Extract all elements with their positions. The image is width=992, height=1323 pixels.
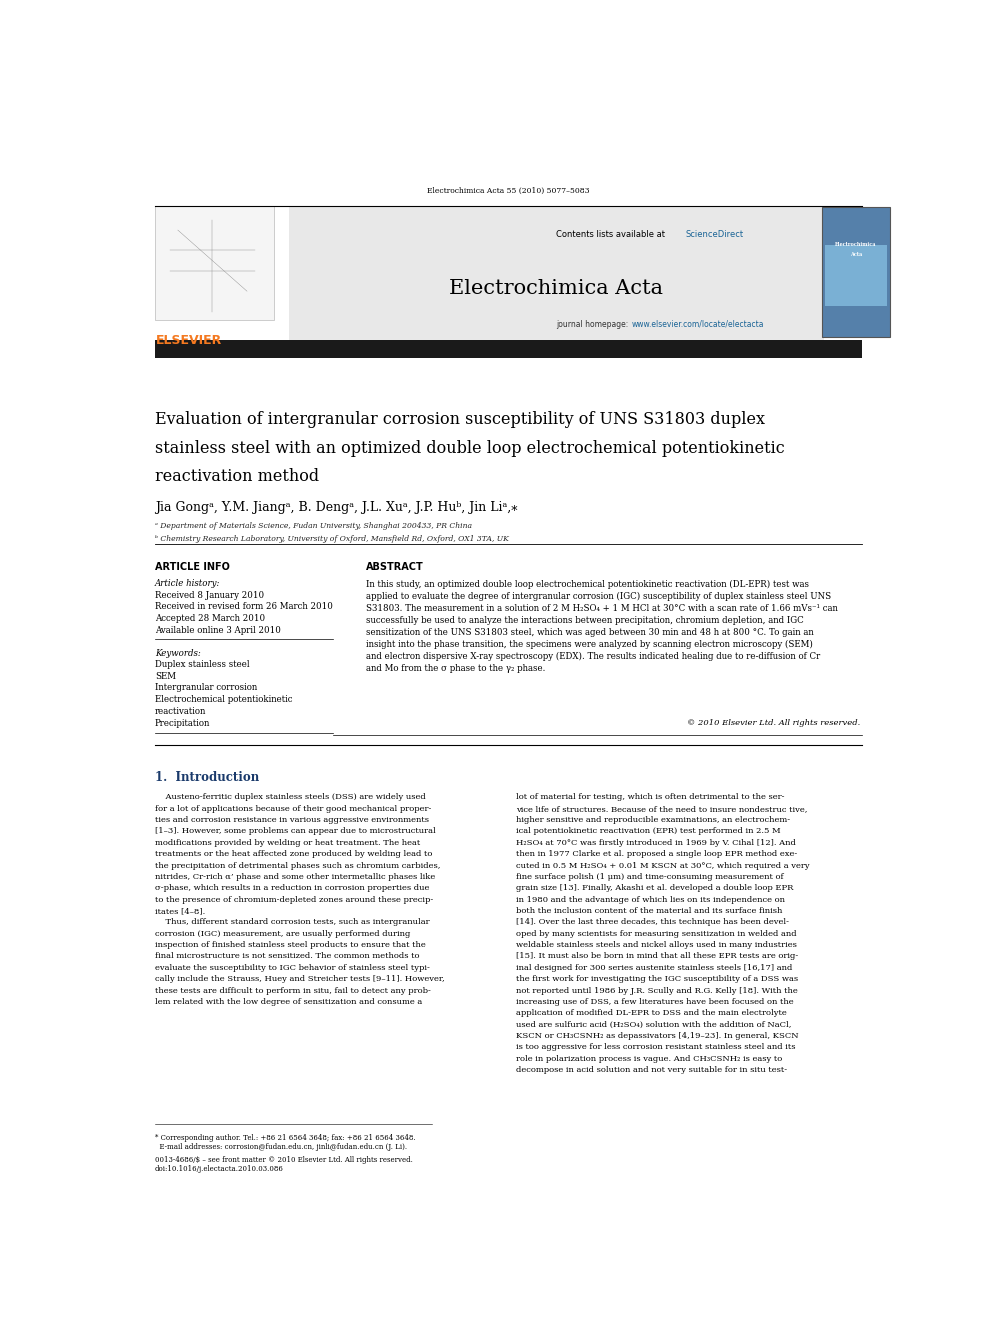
Text: modifications provided by welding or heat treatment. The heat: modifications provided by welding or hea…	[155, 839, 420, 847]
Text: decompose in acid solution and not very suitable for in situ test-: decompose in acid solution and not very …	[516, 1066, 788, 1074]
Text: sensitization of the UNS S31803 steel, which was aged between 30 min and 48 h at: sensitization of the UNS S31803 steel, w…	[366, 627, 813, 636]
Text: vice life of structures. Because of the need to insure nondestruc tive,: vice life of structures. Because of the …	[516, 804, 807, 812]
Text: Electrochemical potentiokinetic: Electrochemical potentiokinetic	[155, 695, 293, 704]
Text: ScienceDirect: ScienceDirect	[685, 230, 743, 239]
Text: SEM: SEM	[155, 672, 176, 680]
Text: ABSTRACT: ABSTRACT	[366, 562, 424, 572]
Text: Duplex stainless steel: Duplex stainless steel	[155, 660, 249, 669]
Text: Accepted 28 March 2010: Accepted 28 March 2010	[155, 614, 265, 623]
Text: and Mo from the σ phase to the γ₂ phase.: and Mo from the σ phase to the γ₂ phase.	[366, 664, 546, 672]
Text: Thus, different standard corrosion tests, such as intergranular: Thus, different standard corrosion tests…	[155, 918, 430, 926]
Text: successfully be used to analyze the interactions between precipitation, chromium: successfully be used to analyze the inte…	[366, 615, 804, 624]
Text: ical potentiokinetic reactivation (EPR) test performed in 2.5 M: ical potentiokinetic reactivation (EPR) …	[516, 827, 781, 836]
Text: applied to evaluate the degree of intergranular corrosion (IGC) susceptibility o: applied to evaluate the degree of interg…	[366, 591, 831, 601]
Text: evaluate the susceptibility to IGC behavior of stainless steel typi-: evaluate the susceptibility to IGC behav…	[155, 963, 430, 972]
Text: H₂SO₄ at 70°C was firstly introduced in 1969 by V. Cihal [12]. And: H₂SO₄ at 70°C was firstly introduced in …	[516, 839, 796, 847]
Text: Received 8 January 2010: Received 8 January 2010	[155, 590, 264, 599]
Text: Contents lists available at: Contents lists available at	[557, 230, 668, 239]
Text: [1–3]. However, some problems can appear due to microstructural: [1–3]. However, some problems can appear…	[155, 827, 435, 836]
Text: Intergranular corrosion: Intergranular corrosion	[155, 684, 257, 692]
Text: used are sulfuric acid (H₂SO₄) solution with the addition of NaCl,: used are sulfuric acid (H₂SO₄) solution …	[516, 1020, 792, 1028]
Text: 0013-4686/$ – see front matter © 2010 Elsevier Ltd. All rights reserved.: 0013-4686/$ – see front matter © 2010 El…	[155, 1156, 413, 1164]
Text: ᵇ Chemistry Research Laboratory, University of Oxford, Mansfield Rd, Oxford, OX1: ᵇ Chemistry Research Laboratory, Univers…	[155, 534, 509, 542]
Text: inspection of finished stainless steel products to ensure that the: inspection of finished stainless steel p…	[155, 941, 426, 949]
Text: σ-phase, which results in a reduction in corrosion properties due: σ-phase, which results in a reduction in…	[155, 884, 430, 892]
Text: ᵃ Department of Materials Science, Fudan University, Shanghai 200433, PR China: ᵃ Department of Materials Science, Fudan…	[155, 523, 472, 531]
Text: itates [4–8].: itates [4–8].	[155, 908, 205, 916]
Text: KSCN or CH₃CSNH₂ as depassivators [4,19–23]. In general, KSCN: KSCN or CH₃CSNH₂ as depassivators [4,19–…	[516, 1032, 799, 1040]
Text: not reported until 1986 by J.R. Scully and R.G. Kelly [18]. With the: not reported until 1986 by J.R. Scully a…	[516, 987, 798, 995]
Text: * Corresponding author. Tel.: +86 21 6564 3648; fax: +86 21 6564 3648.: * Corresponding author. Tel.: +86 21 656…	[155, 1134, 416, 1142]
Text: treatments or the heat affected zone produced by welding lead to: treatments or the heat affected zone pro…	[155, 851, 433, 859]
Text: fine surface polish (1 μm) and time-consuming measurement of: fine surface polish (1 μm) and time-cons…	[516, 873, 784, 881]
Text: to the presence of chromium-depleted zones around these precip-: to the presence of chromium-depleted zon…	[155, 896, 433, 904]
Text: these tests are difficult to perform in situ, fail to detect any prob-: these tests are difficult to perform in …	[155, 987, 431, 995]
Text: lot of material for testing, which is often detrimental to the ser-: lot of material for testing, which is of…	[516, 794, 785, 802]
FancyBboxPatch shape	[155, 205, 274, 320]
Text: journal homepage:: journal homepage:	[557, 320, 631, 328]
Text: S31803. The measurement in a solution of 2 M H₂SO₄ + 1 M HCl at 30°C with a scan: S31803. The measurement in a solution of…	[366, 603, 838, 613]
Text: final microstructure is not sensitized. The common methods to: final microstructure is not sensitized. …	[155, 953, 420, 960]
Text: nitrides, Cr-rich α’ phase and some other intermetallic phases like: nitrides, Cr-rich α’ phase and some othe…	[155, 873, 435, 881]
Text: Available online 3 April 2010: Available online 3 April 2010	[155, 626, 281, 635]
Text: both the inclusion content of the material and its surface finish: both the inclusion content of the materi…	[516, 908, 783, 916]
FancyBboxPatch shape	[155, 340, 862, 359]
Text: then in 1977 Clarke et al. proposed a single loop EPR method exe-: then in 1977 Clarke et al. proposed a si…	[516, 851, 798, 859]
Text: oped by many scientists for measuring sensitization in welded and: oped by many scientists for measuring se…	[516, 930, 797, 938]
FancyBboxPatch shape	[822, 206, 890, 337]
Text: Article history:: Article history:	[155, 579, 220, 589]
Text: Keywords:: Keywords:	[155, 648, 200, 658]
Text: inal designed for 300 series austenite stainless steels [16,17] and: inal designed for 300 series austenite s…	[516, 963, 793, 972]
Text: weldable stainless steels and nickel alloys used in many industries: weldable stainless steels and nickel all…	[516, 941, 797, 949]
Text: the first work for investigating the IGC susceptibility of a DSS was: the first work for investigating the IGC…	[516, 975, 799, 983]
Text: 1.  Introduction: 1. Introduction	[155, 771, 259, 785]
Text: Evaluation of intergranular corrosion susceptibility of UNS S31803 duplex: Evaluation of intergranular corrosion su…	[155, 411, 765, 429]
Text: Electrochimica Acta 55 (2010) 5077–5083: Electrochimica Acta 55 (2010) 5077–5083	[428, 188, 589, 196]
Text: © 2010 Elsevier Ltd. All rights reserved.: © 2010 Elsevier Ltd. All rights reserved…	[687, 720, 860, 728]
Text: is too aggressive for less corrosion resistant stainless steel and its: is too aggressive for less corrosion res…	[516, 1044, 796, 1052]
Text: E-mail addresses: corrosion@fudan.edu.cn, jinli@fudan.edu.cn (J. Li).: E-mail addresses: corrosion@fudan.edu.cn…	[155, 1143, 407, 1151]
FancyBboxPatch shape	[825, 245, 887, 307]
Text: Austeno-ferritic duplex stainless steels (DSS) are widely used: Austeno-ferritic duplex stainless steels…	[155, 794, 426, 802]
Text: insight into the phase transition, the specimens were analyzed by scanning elect: insight into the phase transition, the s…	[366, 639, 813, 648]
Text: ties and corrosion resistance in various aggressive environments: ties and corrosion resistance in various…	[155, 816, 429, 824]
Text: application of modified DL-EPR to DSS and the main electrolyte: application of modified DL-EPR to DSS an…	[516, 1009, 787, 1017]
Text: corrosion (IGC) measurement, are usually performed during: corrosion (IGC) measurement, are usually…	[155, 930, 410, 938]
Text: for a lot of applications because of their good mechanical proper-: for a lot of applications because of the…	[155, 804, 432, 812]
Text: stainless steel with an optimized double loop electrochemical potentiokinetic: stainless steel with an optimized double…	[155, 441, 785, 456]
Text: Electrochimica Acta: Electrochimica Acta	[449, 279, 663, 298]
Text: cuted in 0.5 M H₂SO₄ + 0.01 M KSCN at 30°C, which required a very: cuted in 0.5 M H₂SO₄ + 0.01 M KSCN at 30…	[516, 861, 809, 869]
Text: Precipitation: Precipitation	[155, 718, 210, 728]
Text: Acta: Acta	[850, 253, 862, 258]
Text: Received in revised form 26 March 2010: Received in revised form 26 March 2010	[155, 602, 332, 611]
Text: the precipitation of detrimental phases such as chromium carbides,: the precipitation of detrimental phases …	[155, 861, 440, 869]
Text: Jia Gongᵃ, Y.M. Jiangᵃ, B. Dengᵃ, J.L. Xuᵃ, J.P. Huᵇ, Jin Liᵃ,⁎: Jia Gongᵃ, Y.M. Jiangᵃ, B. Dengᵃ, J.L. X…	[155, 501, 517, 515]
Text: increasing use of DSS, a few literatures have been focused on the: increasing use of DSS, a few literatures…	[516, 998, 794, 1005]
Text: lem related with the low degree of sensitization and consume a: lem related with the low degree of sensi…	[155, 998, 422, 1005]
Text: In this study, an optimized double loop electrochemical potentiokinetic reactiva: In this study, an optimized double loop …	[366, 579, 809, 589]
Text: and electron dispersive X-ray spectroscopy (EDX). The results indicated healing : and electron dispersive X-ray spectrosco…	[366, 652, 820, 660]
Text: grain size [13]. Finally, Akashi et al. developed a double loop EPR: grain size [13]. Finally, Akashi et al. …	[516, 884, 794, 892]
Text: role in polarization process is vague. And CH₃CSNH₂ is easy to: role in polarization process is vague. A…	[516, 1054, 783, 1062]
Text: reactivation method: reactivation method	[155, 468, 318, 486]
Text: higher sensitive and reproducible examinations, an electrochem-: higher sensitive and reproducible examin…	[516, 816, 791, 824]
Text: reactivation: reactivation	[155, 706, 206, 716]
Text: ARTICLE INFO: ARTICLE INFO	[155, 562, 229, 572]
Text: www.elsevier.com/locate/electacta: www.elsevier.com/locate/electacta	[632, 320, 764, 328]
Text: [14]. Over the last three decades, this technique has been devel-: [14]. Over the last three decades, this …	[516, 918, 789, 926]
Text: [15]. It must also be born in mind that all these EPR tests are orig-: [15]. It must also be born in mind that …	[516, 953, 799, 960]
Text: doi:10.1016/j.electacta.2010.03.086: doi:10.1016/j.electacta.2010.03.086	[155, 1166, 284, 1174]
FancyBboxPatch shape	[290, 205, 823, 340]
Text: cally include the Strauss, Huey and Streicher tests [9–11]. However,: cally include the Strauss, Huey and Stre…	[155, 975, 444, 983]
Text: ELSEVIER: ELSEVIER	[157, 333, 222, 347]
Text: Electrochimica: Electrochimica	[835, 242, 877, 247]
Text: in 1980 and the advantage of which lies on its independence on: in 1980 and the advantage of which lies …	[516, 896, 785, 904]
